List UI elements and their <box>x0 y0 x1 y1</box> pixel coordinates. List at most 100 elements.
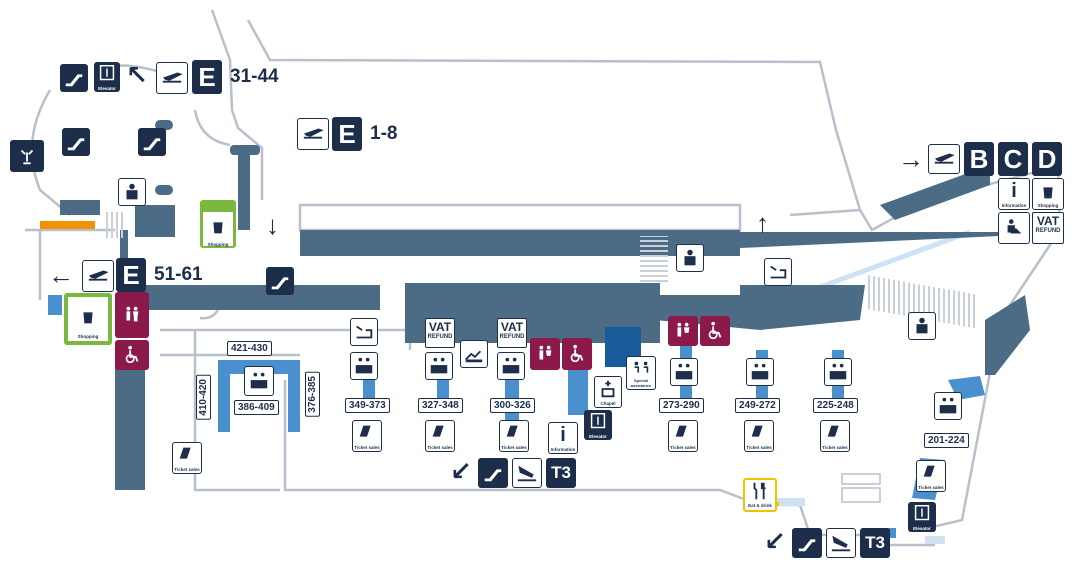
checkin-counter-273-290: 273-290 <box>659 398 704 413</box>
refund-label: REFUND <box>499 334 525 340</box>
checkin-counter-349-373: 349-373 <box>345 398 390 413</box>
departures-icon <box>156 62 188 94</box>
arrow-up-left-icon: ↖ <box>126 60 148 90</box>
ticket-sales-tile: Ticket sales <box>744 420 774 452</box>
stairs-2 <box>640 236 668 282</box>
ticket-sales-caption: Ticket sales <box>174 467 200 472</box>
elevator-tile: Elevator <box>94 62 120 92</box>
arrivals-icon <box>826 528 856 558</box>
terminal-t3-label: T3 <box>860 528 890 558</box>
wheelchair-icon <box>562 338 592 370</box>
checkin-counter-386-409: 386-409 <box>234 400 279 415</box>
escalator-icon <box>792 528 822 558</box>
elevator-tile: Elevator <box>584 410 612 440</box>
information-caption: Information <box>1001 203 1027 208</box>
chapel-tile: Chapel <box>594 376 622 408</box>
vat-label: VAT <box>1036 214 1060 228</box>
ticket-sales-caption: Ticket sales <box>354 445 380 450</box>
terminal-e-label: E <box>192 60 222 94</box>
terminal-c-label: C <box>998 142 1028 176</box>
baggage-check-icon <box>460 340 488 368</box>
ticket-sales-caption: Ticket sales <box>427 445 453 450</box>
checkin-desk-icon <box>934 392 962 420</box>
checkin-desk-icon <box>350 352 378 380</box>
terminal-d-label: D <box>1032 142 1062 176</box>
checkin-counter-421-430: 421-430 <box>227 341 272 356</box>
vat-label: VAT <box>428 320 452 334</box>
ticket-sales-tile: Ticket sales <box>820 420 850 452</box>
arrow-up-icon: ↑ <box>756 208 769 238</box>
arrow-down-left-icon: ↙ <box>450 456 472 486</box>
departures-icon <box>297 118 329 150</box>
gate-range-1-8: 1-8 <box>370 123 398 144</box>
ticket-sales-caption: Ticket sales <box>746 445 772 450</box>
refund-label: REFUND <box>1035 228 1061 234</box>
arrivals-icon <box>512 458 542 488</box>
shopping-caption: Shopping <box>1037 203 1059 208</box>
elevator-caption: Elevator <box>913 526 931 531</box>
ticket-sales-tile: Ticket sales <box>172 442 202 474</box>
vat-refund-sign: VAT REFUND <box>1032 212 1064 244</box>
refund-label: REFUND <box>427 334 453 340</box>
checkin-desk-icon <box>425 352 453 380</box>
ticket-sales-tile: Ticket sales <box>916 460 946 492</box>
arrow-down-icon: ↓ <box>266 210 279 240</box>
checkin-counter-249-272: 249-272 <box>735 398 780 413</box>
ticket-sales-caption: Ticket sales <box>670 445 696 450</box>
shopping-tile: Shopping <box>1032 178 1064 210</box>
checkin-desk-icon <box>746 358 774 386</box>
escalator-icon <box>478 458 508 488</box>
passport-control-icon <box>676 244 704 272</box>
baggage-reclaim-icon <box>10 140 44 172</box>
shopping-caption: Shopping <box>77 334 99 339</box>
ticket-sales-tile: Ticket sales <box>668 420 698 452</box>
elevator-caption: Elevator <box>98 86 116 91</box>
ticket-sales-caption: Ticket sales <box>822 445 848 450</box>
departures-icon <box>928 144 960 174</box>
checkin-counter-376-385: 376-385 <box>305 372 320 417</box>
special-assistance-tile: Special assistance <box>626 356 656 390</box>
shopping-caption: Shopping <box>207 242 229 247</box>
ticket-sales-caption: Ticket sales <box>918 485 944 490</box>
ticket-sales-caption: Ticket sales <box>501 445 527 450</box>
elevator-caption: Elevator <box>589 434 607 439</box>
arrow-right-icon: → <box>898 144 924 174</box>
transfer-desk-icon <box>764 258 792 286</box>
gate-range-51-61: 51-61 <box>154 264 203 285</box>
escalator-icon <box>60 64 88 92</box>
terminal-e-label: E <box>116 258 146 292</box>
checkin-desk-icon <box>670 358 698 386</box>
escalator-icon <box>266 267 294 295</box>
transfer-desk-icon <box>350 318 378 346</box>
walkway-line <box>811 229 971 293</box>
checkin-desk-icon <box>497 352 525 380</box>
arrow-left-icon: ← <box>48 260 74 290</box>
stairs-1 <box>106 212 126 238</box>
vat-refund-sign: VAT REFUND <box>497 318 527 348</box>
toilets-icon <box>668 316 698 346</box>
vat-refund-sign: VAT REFUND <box>425 318 455 348</box>
ticket-sales-tile: Ticket sales <box>425 420 455 452</box>
passport-control-icon <box>908 312 936 340</box>
wheelchair-icon <box>115 340 149 370</box>
wheelchair-icon <box>700 316 730 346</box>
arrow-down-left-icon: ↙ <box>764 526 786 556</box>
checkin-desk-icon <box>824 358 852 386</box>
departures-icon <box>82 260 114 292</box>
elevator-tile: Elevator <box>908 502 936 532</box>
toilets-icon <box>530 338 560 370</box>
info-icon: i <box>1011 179 1017 202</box>
chapel-caption: Chapel <box>600 401 616 406</box>
checkin-counter-201-224: 201-224 <box>924 433 969 448</box>
shopping-tile: Shopping <box>200 200 236 248</box>
eat-drink-caption: Eat & drink <box>748 503 772 508</box>
eat-drink-tile: Eat & drink <box>743 478 777 512</box>
terminal-e-label: E <box>332 117 362 151</box>
checkin-counter-225-248: 225-248 <box>813 398 858 413</box>
information-tile: i Information <box>998 178 1030 210</box>
customs-icon <box>998 212 1030 244</box>
ticket-sales-tile: Ticket sales <box>499 420 529 452</box>
checkin-counter-300-326: 300-326 <box>490 398 535 413</box>
gate-range-31-44: 31-44 <box>230 66 279 87</box>
toilets-icon <box>115 292 149 338</box>
